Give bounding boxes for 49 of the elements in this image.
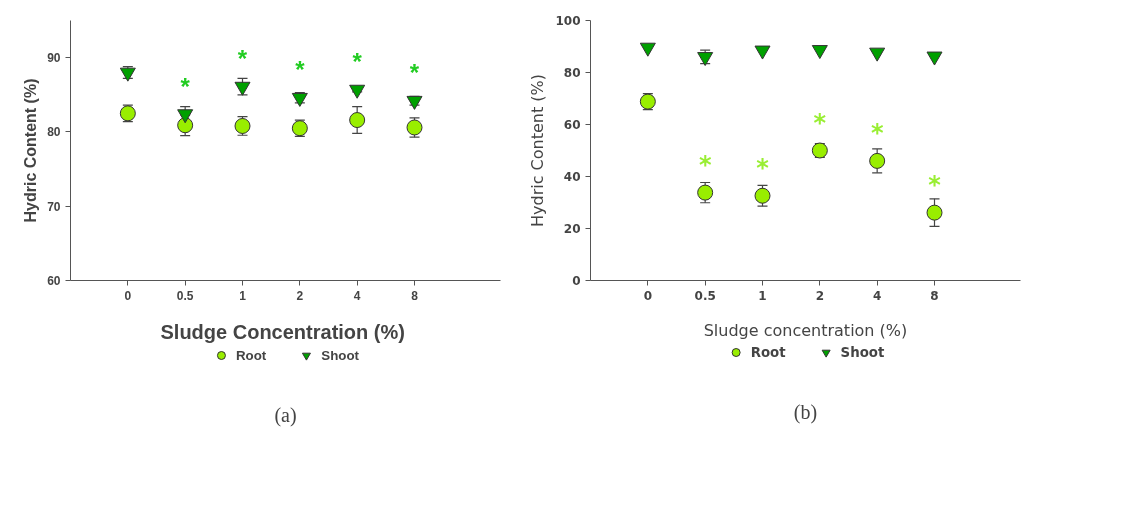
legend-label: Shoot: [840, 344, 885, 360]
x-axis-title: Sludge Concentration (%): [160, 320, 405, 343]
annotation: *: [409, 59, 420, 87]
annotation: *: [180, 72, 191, 100]
x-tick-label: 8: [930, 288, 939, 303]
annotation: *: [756, 153, 770, 182]
point: [926, 51, 943, 66]
point: [869, 47, 886, 62]
x-tick-label: 2: [815, 288, 825, 303]
point: [639, 42, 656, 57]
x-tick-label: 1: [758, 288, 767, 303]
y-tick-label: 40: [563, 170, 581, 184]
y-tick-label: 80: [47, 125, 61, 140]
y-axis-title: Hydric Content (%): [22, 78, 40, 223]
x-tick-label: 4: [353, 288, 361, 303]
y-tick-label: 80: [563, 66, 581, 80]
x-tick-label: 0.5: [176, 288, 194, 303]
y-tick-label: 60: [563, 118, 581, 132]
x-tick-label: 0: [124, 288, 132, 303]
annotation: *: [698, 150, 712, 179]
annotation: *: [352, 48, 363, 76]
point: [811, 45, 828, 60]
point: [869, 152, 886, 169]
y-tick-label: 60: [47, 274, 61, 288]
y-tick-label: 20: [563, 222, 581, 236]
y-tick-label: 0: [572, 274, 581, 288]
x-tick-label: 1: [239, 288, 247, 303]
annotation: *: [870, 118, 884, 147]
x-tick-label: 4: [872, 288, 882, 303]
y-axis-title: Hydric Content (%): [528, 74, 548, 227]
text: (b): [793, 401, 818, 425]
x-tick-label: 8: [411, 288, 419, 303]
x-axis-title: Sludge concentration (%): [703, 320, 908, 340]
text: (a): [274, 404, 297, 428]
x-tick-label: 0.5: [694, 288, 716, 303]
x-tick-label: 0: [643, 288, 653, 303]
annotation: *: [237, 45, 248, 73]
point: [926, 204, 943, 221]
annotation: *: [928, 170, 942, 199]
legend-label: Root: [750, 344, 786, 360]
annotation: *: [813, 108, 827, 137]
y-tick-label: 90: [47, 51, 61, 66]
x-tick-label: 2: [296, 288, 304, 303]
y-tick-label: 70: [47, 199, 61, 214]
legend-label: Root: [235, 347, 267, 363]
legend-label: Shoot: [321, 347, 360, 363]
point: [754, 45, 771, 60]
y-tick-label: 100: [555, 14, 581, 28]
annotation: *: [295, 56, 306, 84]
